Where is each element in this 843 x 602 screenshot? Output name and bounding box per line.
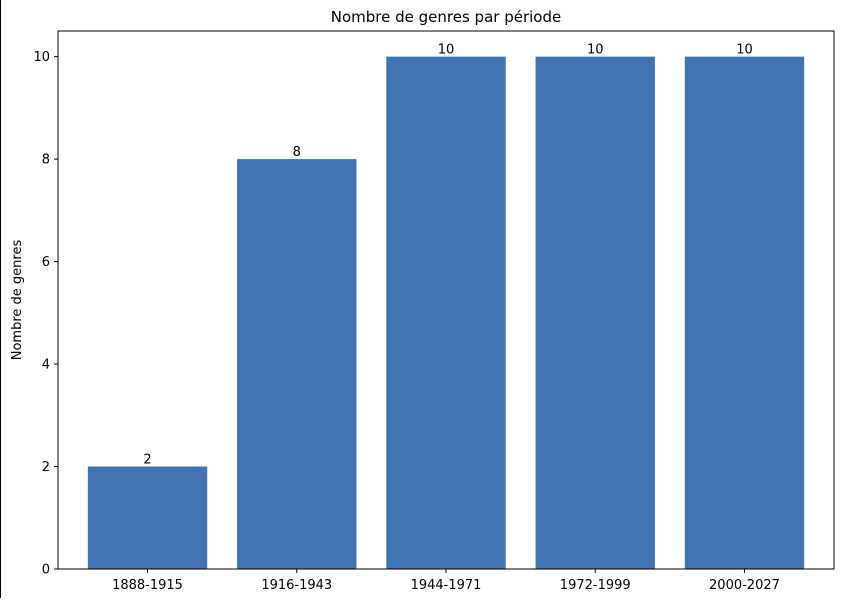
x-tick-label: 1972-1999 [560,578,631,593]
y-tick-label: 0 [42,563,50,578]
bar-value-label: 10 [438,43,455,58]
y-tick-label: 10 [33,50,50,65]
bar-1916-1943 [237,159,357,569]
y-tick-label: 6 [42,255,50,270]
y-tick-label: 4 [42,358,50,373]
y-tick-label: 2 [42,460,50,475]
bar-value-label: 8 [293,145,301,160]
bar-1888-1915 [87,466,208,569]
bar-2000-2027 [684,56,805,570]
y-tick-label: 8 [42,153,50,168]
bars-layer: 2 8 10 10 10 [87,43,805,570]
y-axis-label: Nombre de genres [10,240,25,361]
bar-value-label: 10 [587,43,604,58]
x-tick-label: 1944-1971 [411,578,482,593]
bar-value-label: 2 [143,453,151,468]
ticks-layer: 1888-1915 1916-1943 1944-1971 1972-1999 2000… [33,50,779,593]
bar-1972-1999 [535,56,655,570]
bar-value-label: 10 [736,43,753,58]
window-edge [0,0,1,598]
x-tick-label: 2000-2027 [709,578,780,593]
plot-area-frame [57,30,835,570]
bar-1944-1971 [386,56,506,570]
chart-title: Nombre de genres par période [331,8,561,26]
x-tick-label: 1916-1943 [261,578,332,593]
x-tick-label: 1888-1915 [112,578,183,593]
